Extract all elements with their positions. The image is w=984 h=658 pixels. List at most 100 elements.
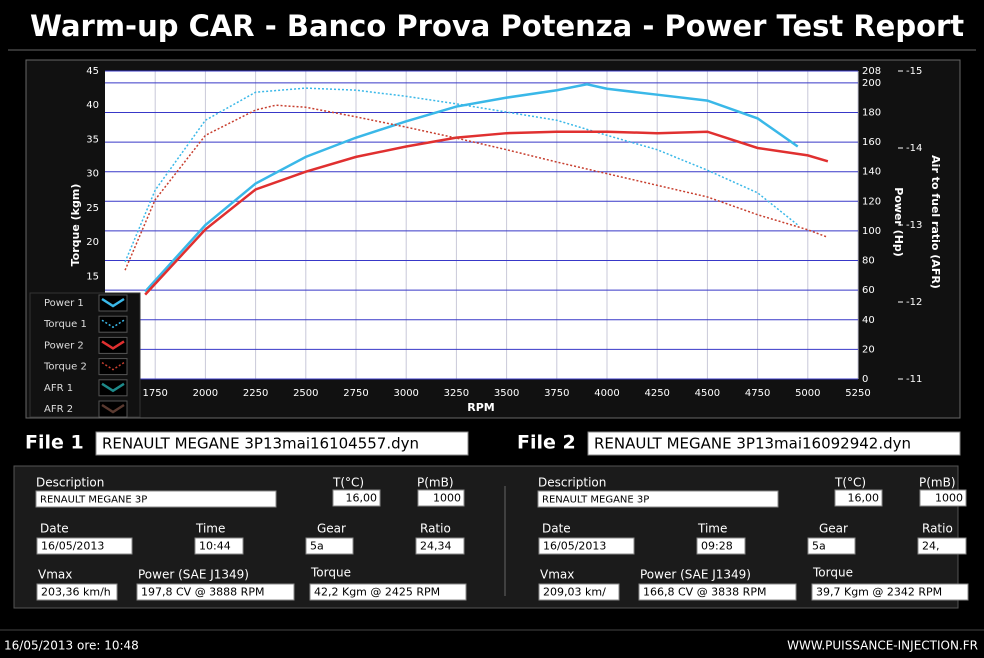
field-box [36,537,133,555]
y-tick-label: 20 [86,237,99,248]
y2-tick-label: 60 [862,285,875,296]
x-tick-label: 3250 [444,388,469,399]
legend-swatch [101,382,125,393]
y-tick-label: 30 [86,169,99,180]
x-tick-label: 4750 [745,388,770,399]
title: Warm-up CAR - Banco Prova Potenza - Powe… [30,9,964,43]
y3-tick-label: -15 [906,66,922,77]
legend-label: AFR 2 [44,404,73,415]
filename: RENAULT MEGANE 3P13mai16092942.dyn [594,435,911,453]
y3-tick-label: -11 [906,374,922,385]
field-box [807,537,856,555]
y-tick-label: 25 [86,203,99,214]
x-tick-label: 4500 [695,388,720,399]
field-label: Ratio [922,522,953,536]
field-value: 24,34 [420,540,452,553]
x-tick-label: 5000 [795,388,820,399]
field-value: 16/05/2013 [543,540,606,553]
y2-tick-label: 120 [862,196,881,207]
y-tick-label: 35 [86,134,99,145]
x-tick-label: 4250 [644,388,669,399]
legend-box [29,292,141,418]
line-series [144,130,829,296]
legend-swatch [101,340,125,350]
legend-swatch-box [98,379,128,397]
field-box [538,583,620,601]
field-label: Time [697,522,727,536]
file-label: File 1 [25,432,84,454]
field-label: Power (SAE J1349) [138,568,249,582]
legend-swatch [101,403,125,414]
field-value: 5a [310,540,324,553]
field-label: Torque [812,566,853,580]
filename: RENAULT MEGANE 3P13mai16104557.dyn [102,435,419,453]
line-series [124,87,799,263]
legend-swatch-box [98,315,128,333]
field-value: 1000 [433,492,461,505]
field-value: RENAULT MEGANE 3P [542,495,649,506]
legend-swatch-box [98,294,128,312]
legend-swatch [101,297,125,308]
legend-label: Power 2 [44,340,84,351]
x-tick-label: 2500 [293,388,318,399]
line-series [144,83,799,293]
y-tick-label: 15 [86,271,99,282]
field-value: 209,03 km/ [543,586,606,599]
y3-axis-label: Air to fuel ratio (AFR) [929,155,942,289]
field-value: 16,00 [346,492,378,505]
legend-swatch-box [98,358,128,376]
field-box [696,537,746,555]
x-tick-label: 4000 [594,388,619,399]
field-value: 24, [922,540,940,553]
field-box [309,583,467,601]
y3-tick-label: -14 [906,143,922,154]
field-value: 166,8 CV @ 3838 RPM [643,586,766,599]
field-label: Time [195,522,225,536]
field-box [417,489,465,507]
field-box [35,490,277,508]
y2-tick-label: 40 [862,315,875,326]
field-value: 09:28 [701,540,733,553]
y-tick-label: 40 [86,100,99,111]
field-label: P(mB) [919,476,956,490]
x-tick-label: 3000 [393,388,418,399]
field-box [917,537,967,555]
x-tick-label: 5250 [845,388,870,399]
legend-swatch [101,361,125,371]
field-box [305,537,354,555]
filename-box [95,431,469,456]
field-box [919,489,967,507]
field-value: 10:44 [199,540,231,553]
field-box [332,489,381,507]
y2-tick-label: 100 [862,226,881,237]
field-label: Ratio [420,522,451,536]
y2-tick-label: 0 [862,374,868,385]
field-value: 42,2 Kgm @ 2425 RPM [314,586,440,599]
field-value: 16/05/2013 [41,540,104,553]
field-label: P(mB) [417,476,454,490]
timestamp: 16/05/2013 ore: 10:48 [4,639,139,653]
x-tick-label: 3750 [544,388,569,399]
field-value: 39,7 Kgm @ 2342 RPM [816,586,942,599]
file-label: File 2 [517,432,576,454]
field-value: 203,36 km/h [41,586,111,599]
y2-axis-label: Power (Hp) [892,187,905,257]
x-tick-label: 2750 [343,388,368,399]
field-box [638,583,797,601]
field-box [415,537,465,555]
field-label: Vmax [38,568,72,582]
x-axis-label: RPM [467,401,494,414]
field-label: Torque [310,566,351,580]
field-box [136,583,295,601]
field-box [811,583,969,601]
field-label: Gear [819,522,848,536]
y2-tick-label: 160 [862,137,881,148]
y2-tick-label: 20 [862,344,875,355]
field-box [36,583,118,601]
field-value: RENAULT MEGANE 3P [40,495,147,506]
field-label: Description [36,476,104,490]
legend-label: Power 1 [44,298,84,309]
field-label: Date [40,522,69,536]
y3-tick-label: -12 [906,297,922,308]
